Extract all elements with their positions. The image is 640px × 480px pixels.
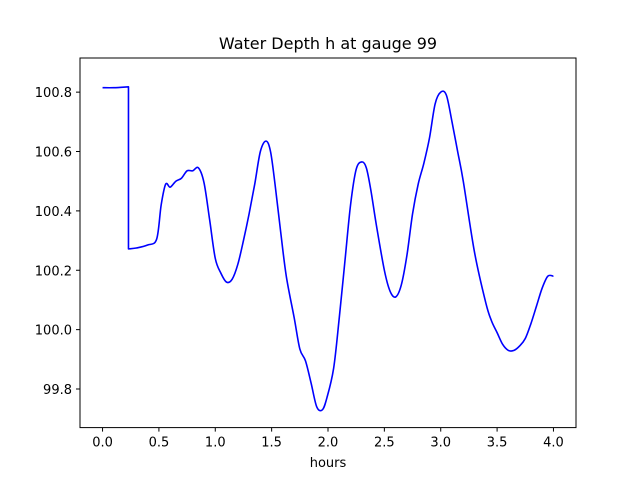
y-tick-label: 100.0	[35, 324, 72, 339]
y-tick-label: 100.4	[35, 205, 72, 220]
series-line	[102, 86, 554, 412]
x-tick-label: 0.0	[92, 436, 113, 451]
x-tick-label: 2.0	[318, 436, 339, 451]
x-tick-label: 0.5	[149, 436, 170, 451]
x-tick-label: 3.0	[430, 436, 451, 451]
y-tick-label: 99.8	[43, 383, 72, 398]
y-tick-label: 100.2	[35, 264, 72, 279]
chart-title: Water Depth h at gauge 99	[219, 34, 437, 53]
x-axis-label: hours	[310, 456, 347, 471]
x-tick-label: 1.5	[261, 436, 282, 451]
x-tick-label: 4.0	[543, 436, 564, 451]
y-tick-label: 100.6	[35, 146, 72, 161]
y-axis: 99.8 100.0 100.2 100.4 100.6 100.8	[35, 86, 80, 398]
x-axis: 0.0 0.5 1.0 1.5 2.0 2.5 3.0 3.5 4.0	[92, 427, 564, 451]
y-tick-label: 100.8	[35, 86, 72, 101]
plot-area	[102, 86, 554, 412]
x-tick-label: 2.5	[374, 436, 395, 451]
x-tick-label: 3.5	[487, 436, 508, 451]
x-tick-label: 1.0	[205, 436, 226, 451]
